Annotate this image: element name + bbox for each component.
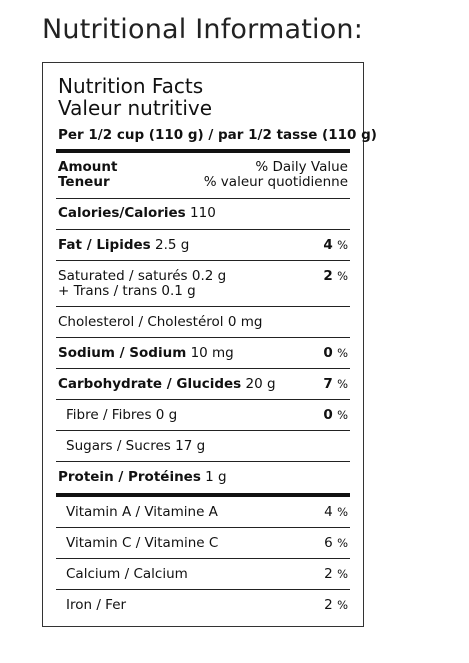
nutrient-label: Vitamin C / Vitamine C [66,535,219,551]
percent-sign: % [337,598,348,612]
percent-sign: % [337,567,348,581]
daily-value-en: % Daily Value [255,159,348,175]
divider [56,461,350,462]
amount-en: Amount [58,159,118,175]
title-english: Nutrition Facts [58,74,204,98]
divider [56,337,350,338]
divider [56,399,350,400]
daily-value: 4 [324,504,333,520]
percent-sign: % [337,377,348,391]
divider-thick [56,493,350,497]
nutrient-label: Vitamin A / Vitamine A [66,504,218,520]
divider [56,198,350,199]
nutrient-label: Sodium / Sodium [58,345,187,361]
daily-value: 7 [323,376,333,392]
divider [56,368,350,369]
nutrient-amount: 0.1 g [161,283,196,299]
nutrient-amount: 0 mg [227,314,263,330]
divider [56,589,350,590]
nutrient-label: Fibre / Fibres [66,407,152,423]
divider [56,527,350,528]
nutrient-amount: 0 g [155,407,178,423]
daily-value: 2 [324,566,333,582]
amount-fr: Teneur [58,174,110,190]
percent-sign: % [337,269,348,283]
nutrient-amount: 2.5 g [155,237,190,253]
nutrient-amount: 1 g [205,469,227,485]
nutrient-label: Fat / Lipides [58,237,151,253]
title-french: Valeur nutritive [58,96,213,120]
nutrient-label: Cholesterol / Cholestérol [58,314,224,330]
calories-value: 110 [190,205,216,221]
divider [56,260,350,261]
nutrient-amount: 0.2 g [191,268,227,284]
daily-value: 2 [324,597,333,613]
nutrient-label: Iron / Fer [66,597,127,613]
daily-value: 4 [323,237,333,253]
percent-sign: % [337,536,348,550]
nutrient-amount: 10 mg [190,345,234,361]
daily-value-fr: % valeur quotidienne [203,174,348,190]
nutrient-label: Calcium / Calcium [66,566,188,582]
daily-value: 0 [323,345,333,361]
nutrition-facts-label: Nutrition Facts Valeur nutritive Per 1/2… [42,62,377,627]
percent-sign: % [337,238,348,252]
percent-sign: % [337,505,348,519]
nutrient-label: Saturated / saturés [58,268,188,284]
divider [56,229,350,230]
daily-value: 0 [323,407,333,423]
nutrient-amount: 17 g [175,438,206,454]
page-heading: Nutritional Information: [42,14,364,45]
daily-value: 2 [323,268,333,284]
nutrient-label: Protein / Protéines [58,469,201,485]
divider [56,430,350,431]
divider [56,306,350,307]
daily-value: 6 [324,535,333,551]
nutrient-label: + Trans / trans [58,283,158,299]
nutrient-label: Carbohydrate / Glucides [58,376,242,392]
serving-size: Per 1/2 cup (110 g) / par 1/2 tasse (110… [58,127,377,143]
nutrient-amount: 20 g [245,376,276,392]
divider-thick [56,149,350,153]
divider [56,558,350,559]
calories-label: Calories/Calories [58,205,186,221]
percent-sign: % [337,346,348,360]
percent-sign: % [337,408,348,422]
nutrient-label: Sugars / Sucres [66,438,171,454]
